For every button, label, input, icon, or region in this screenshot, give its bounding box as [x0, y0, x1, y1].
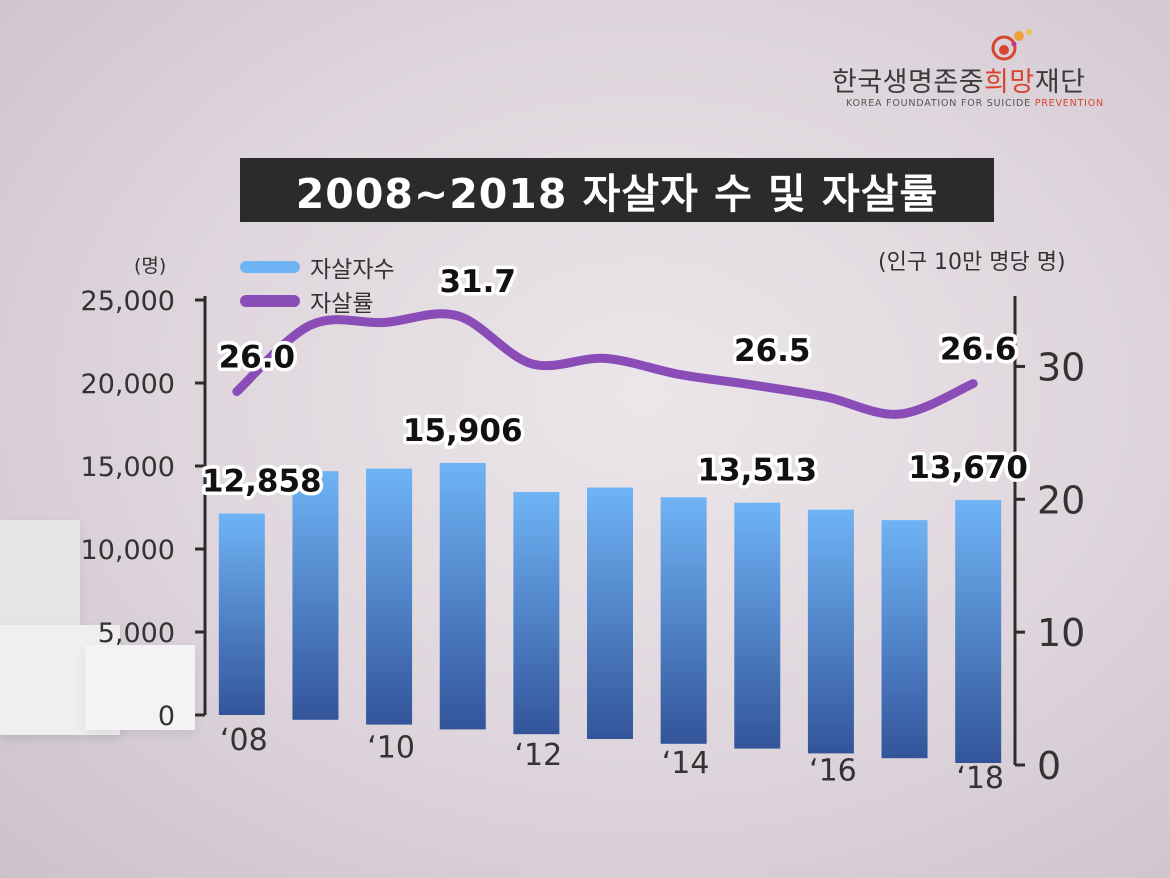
bar [587, 487, 633, 739]
left-axis-tick-label: 20,000 [81, 369, 175, 400]
bar [366, 468, 413, 725]
x-axis-tick-label: ‘16 [809, 753, 857, 788]
left-axis-tick-label: 10,000 [81, 535, 175, 566]
chart-title: 2008~2018 자살자 수 및 자살률 [240, 158, 994, 222]
foundation-logo: 한국생명존중희망재단 KOREA FOUNDATION FOR SUICIDE … [832, 28, 1104, 118]
legend-label-bars: 자살자수 [310, 257, 395, 283]
bar-value-label: 13,513 [697, 453, 817, 489]
bar [292, 471, 339, 720]
left-axis-tick-label: 5,000 [98, 618, 175, 649]
bar [734, 502, 781, 749]
right-axis-tick-label: 10 [1037, 611, 1085, 655]
bar-value-label: 13,670 [908, 450, 1028, 486]
logo-english-name: KOREA FOUNDATION FOR SUICIDE PREVENTION [846, 98, 1104, 109]
left-axis-tick-label: 25,000 [81, 286, 175, 317]
left-axis-tick-label: 0 [158, 701, 175, 732]
bar-value-label: 15,906 [403, 413, 523, 449]
rate-value-label: 31.7 [439, 264, 516, 300]
right-axis-tick-label: 0 [1037, 744, 1061, 788]
bar [439, 462, 486, 730]
right-axis-unit: (인구 10만 명당 명) [878, 250, 1066, 275]
bar-value-label: 12,858 [202, 464, 322, 500]
legend-swatch-line [240, 295, 300, 307]
legend-swatch-bars [240, 261, 300, 273]
left-axis-unit: (명) [134, 255, 167, 277]
bar [881, 520, 928, 759]
x-axis-tick-label: ‘14 [662, 746, 710, 781]
bar [513, 491, 560, 735]
rate-line [232, 309, 978, 419]
rate-value-label: 26.5 [734, 333, 811, 369]
bar [660, 497, 707, 744]
x-axis-tick-label: ‘10 [367, 731, 415, 766]
x-axis-tick-label: ‘08 [220, 723, 268, 758]
x-axis-tick-label: ‘18 [956, 761, 1004, 796]
bar [218, 513, 265, 715]
logo-korean-name: 한국생명존중희망재단 [832, 67, 1086, 98]
background-block-right [85, 645, 195, 730]
chart-title-text: 2008~2018 자살자 수 및 자살률 [295, 170, 939, 218]
right-axis-tick-label: 20 [1037, 478, 1085, 522]
right-axis-tick-label: 30 [1037, 345, 1085, 389]
x-axis-tick-label: ‘12 [515, 738, 563, 773]
legend-label-line: 자살률 [310, 291, 374, 317]
left-axis-tick-label: 15,000 [81, 452, 175, 483]
bar [955, 500, 1002, 763]
logo-flame-icon [991, 29, 1032, 61]
bar [807, 509, 854, 754]
rate-value-label: 26.6 [940, 332, 1017, 368]
rate-value-label: 26.0 [219, 340, 296, 376]
